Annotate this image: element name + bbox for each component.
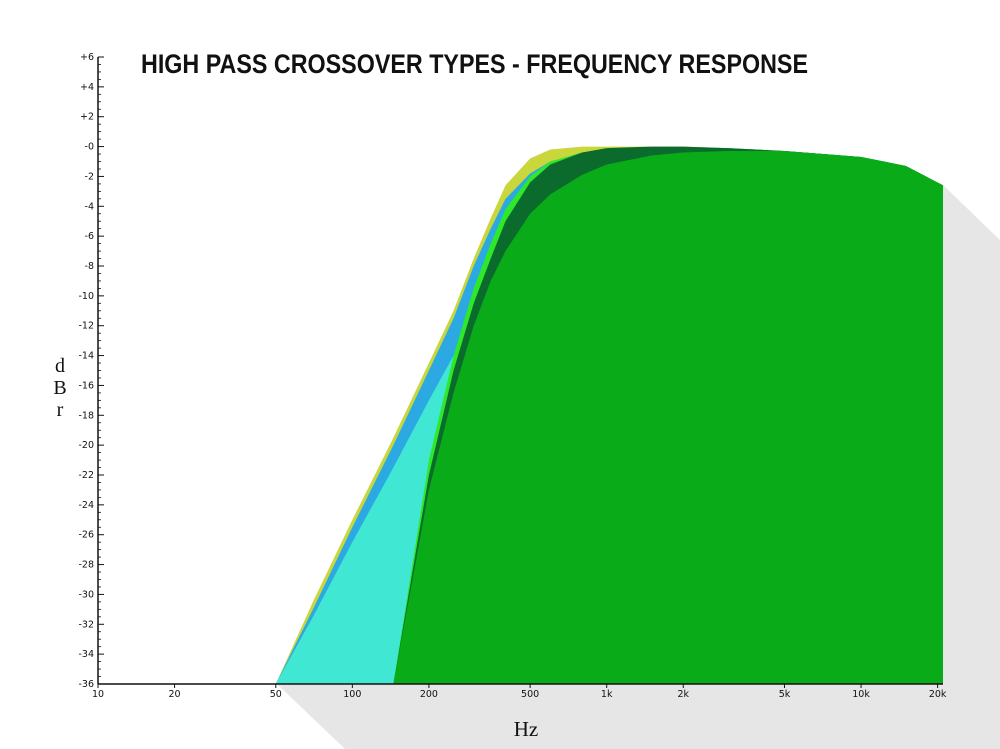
y-tick-label: -34 [78,649,94,660]
y-tick-label: -30 [78,589,94,600]
y-tick-label: -26 [78,530,94,541]
y-tick-label: -32 [78,619,94,630]
axes: +6 +4 +2 -0 -2 -4 -6 -8 -10 -12 -14 -16 -18 -20 -22 -24… [78,52,946,700]
y-tick-label: -10 [78,291,94,302]
x-tick-label: 20 [169,689,181,700]
y-tick-label: +4 [80,82,94,93]
x-tick-label: 5k [779,689,791,700]
y-tick-label: +6 [80,52,94,63]
y-tick-label: -8 [85,261,94,272]
y-tick-label: -20 [78,440,94,451]
y-tick-label: +2 [80,112,94,123]
x-tick-label: 1k [601,689,613,700]
x-tick-label: 500 [521,689,539,700]
x-tick-label: 50 [270,689,282,700]
y-tick-label: -6 [85,231,94,242]
y-axis-label: dBr [49,355,71,421]
areas [275,146,944,685]
x-tick-label: 100 [343,689,361,700]
y-tick-label: -4 [85,201,94,212]
y-tick-label: -16 [78,380,94,391]
y-tick-label: -28 [78,560,94,571]
y-tick-label: -0 [85,142,94,153]
y-tick-label: -12 [78,321,94,332]
y-tick-label: -22 [78,470,94,481]
x-tick-label: 2k [677,689,689,700]
y-tick-label: -14 [78,351,94,362]
chart-title: HIGH PASS CROSSOVER TYPES - FREQUENCY RE… [141,49,808,79]
x-tick-label: 20k [929,689,947,700]
x-tick-label: 10 [92,689,104,700]
area [275,151,944,685]
y-tick-label: -18 [78,410,94,421]
y-tick-label: -24 [78,500,94,511]
shadow [277,185,1000,749]
y-tick-label: -2 [85,171,94,182]
x-axis-label: Hz [514,717,539,741]
x-tick-label: 10k [852,689,870,700]
y-tick-label: -36 [78,679,94,690]
x-tick-label: 200 [420,689,438,700]
